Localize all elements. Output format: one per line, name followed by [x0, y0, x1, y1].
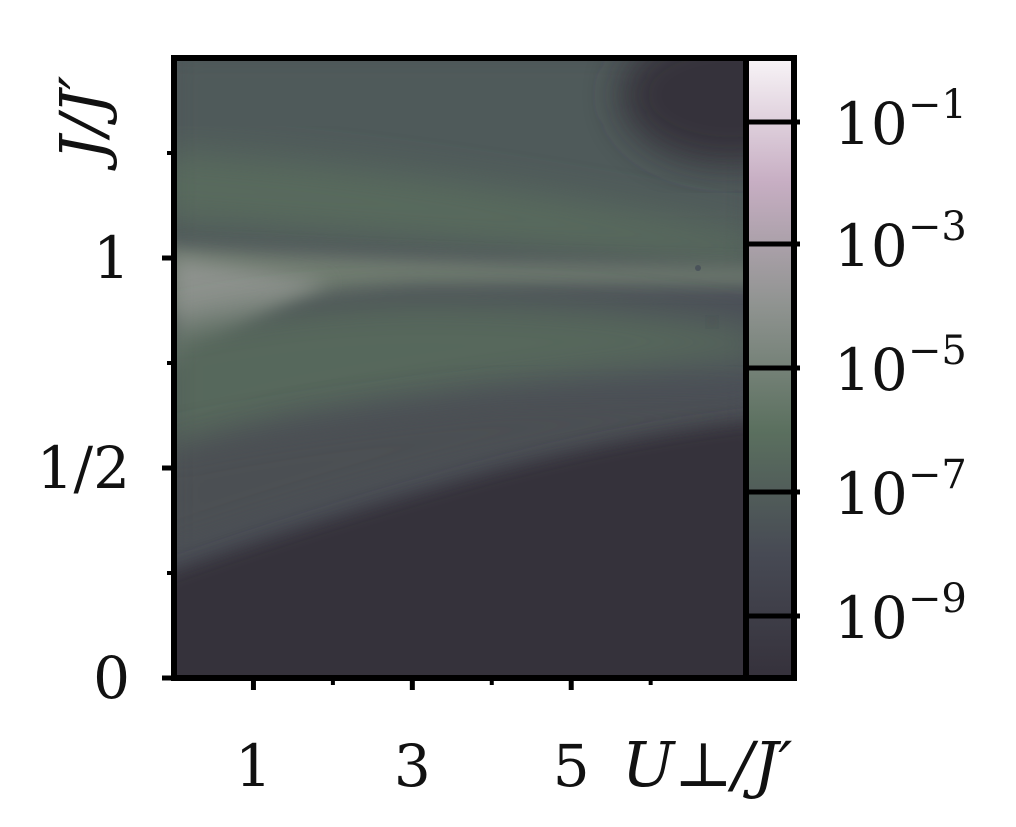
heatmap-speck	[707, 317, 717, 327]
colorbar-tick-label: 10−7	[834, 452, 967, 528]
colorbar-tick-label: 10−1	[834, 82, 967, 158]
heatmap-ridge	[174, 245, 746, 318]
heatmap-green-band-lower	[174, 300, 746, 464]
y-tick-label: 0	[93, 644, 130, 712]
colorbar-tick-label: 10−9	[834, 576, 967, 652]
colorbar-tick-label: 10−3	[834, 204, 967, 280]
heatmap-speck	[695, 265, 701, 271]
heatmap-dark-region	[174, 421, 746, 678]
y-tick-label: 1/2	[37, 434, 130, 502]
colorbar: 10−1 10−3 10−5 10−7 10−9	[743, 55, 967, 681]
heatmap-green-band-upper	[174, 151, 746, 269]
y-tick-label: 1	[93, 224, 130, 292]
x-tick-label: 1	[235, 732, 272, 800]
heatmap-dark-corner	[620, 58, 746, 165]
x-tick-label: 3	[394, 732, 431, 800]
y-axis-label: J/J′	[46, 76, 119, 172]
heatmap-transition-band	[174, 397, 746, 556]
y-axis: 0 1/2 1	[37, 151, 174, 712]
colorbar-tick-label: 10−5	[834, 328, 967, 404]
x-tick-label: 5	[553, 732, 590, 800]
x-axis: 1 3 5	[235, 678, 653, 800]
heatmap-field	[174, 58, 746, 678]
colorbar-ticks: 10−1 10−3 10−5 10−7 10−9	[746, 82, 967, 652]
x-axis-label: U⊥/J′	[622, 728, 792, 801]
